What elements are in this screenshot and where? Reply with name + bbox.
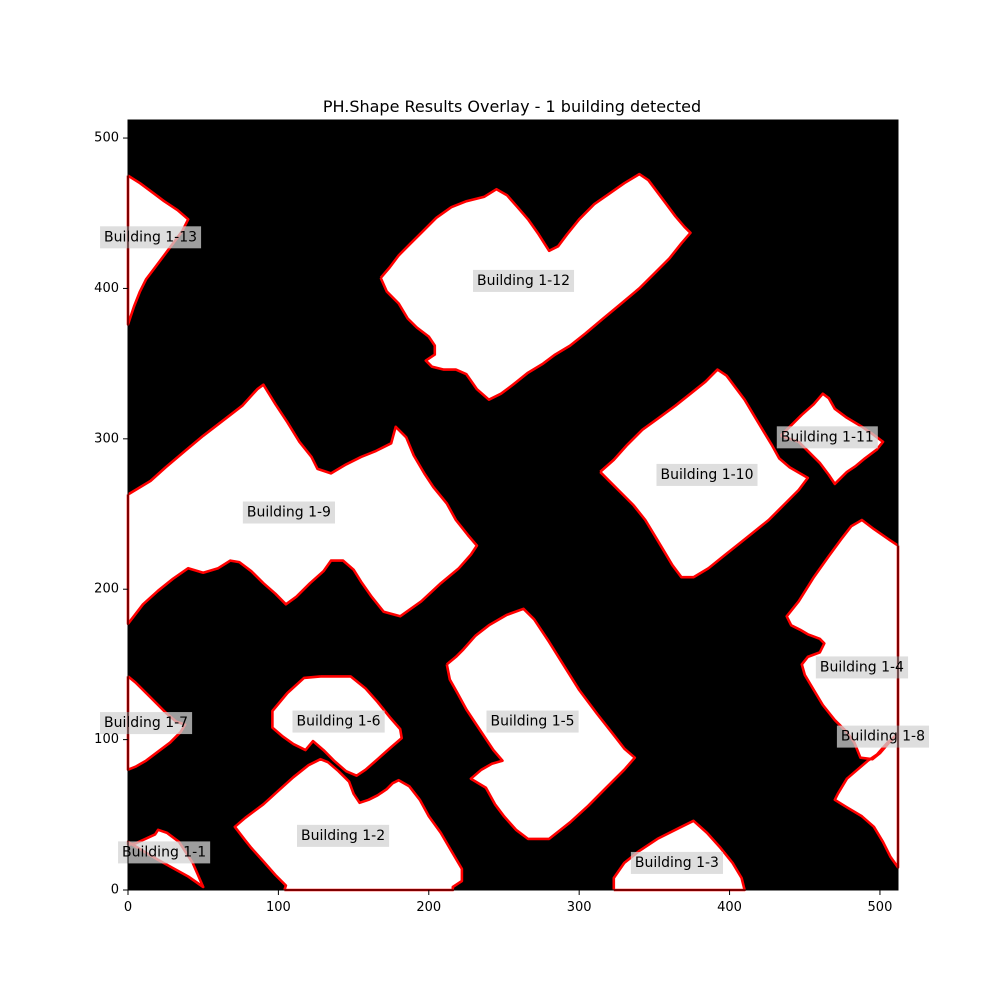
building-labels: Building 1-1 Building 1-2 Building 1-3 Buil…	[99, 226, 930, 874]
building-1-13-fill	[128, 175, 189, 325]
y-axis: 0 100 200 300 400 500	[94, 131, 128, 898]
building-1-5-outline	[445, 607, 637, 841]
building-1-12-label-group: Building 1-12	[473, 269, 575, 292]
building-1-13-label-box	[100, 226, 202, 249]
building-1-6-outline	[271, 675, 404, 778]
x-tick-label: 400	[717, 900, 742, 915]
building-outlines	[126, 172, 900, 892]
building-1-8-outline	[833, 732, 900, 869]
building-1-10-outline	[599, 368, 810, 579]
building-1-1-label: Building 1-1	[122, 844, 206, 860]
x-tick-label: 300	[567, 900, 592, 915]
building-1-5-label-group: Building 1-5	[486, 710, 579, 733]
building-1-3-label-box	[630, 851, 723, 874]
building-1-4-label: Building 1-4	[820, 659, 904, 675]
building-1-11-label-box	[776, 426, 878, 449]
building-1-6-label: Building 1-6	[296, 714, 380, 730]
building-1-1-label-group: Building 1-1	[118, 841, 211, 864]
building-1-7-label-box	[99, 712, 193, 735]
building-1-8-label-group: Building 1-8	[836, 725, 930, 748]
building-1-7-label-group: Building 1-7	[99, 712, 193, 735]
building-1-3-outline	[612, 819, 746, 892]
building-1-9-label: Building 1-9	[247, 505, 331, 521]
building-1-9-outline	[126, 383, 479, 626]
building-1-3-label: Building 1-3	[635, 855, 719, 871]
x-tick-label: 500	[868, 900, 893, 915]
y-tick-label: 300	[94, 431, 119, 446]
x-axis: 0 100 200 300 400 500	[124, 890, 893, 915]
building-1-6-label-group: Building 1-6	[292, 710, 385, 733]
building-1-11-label: Building 1-11	[781, 429, 874, 445]
y-tick-label: 200	[94, 582, 119, 597]
building-1-4-fill	[786, 520, 898, 760]
building-1-2-fill	[234, 759, 462, 890]
building-1-11-label-group: Building 1-11	[776, 426, 878, 449]
building-1-2-label-box	[297, 824, 390, 847]
building-1-13-label: Building 1-13	[104, 229, 197, 245]
building-1-10-label-group: Building 1-10	[656, 463, 758, 486]
x-tick-label: 200	[416, 900, 441, 915]
building-1-8-label: Building 1-8	[841, 729, 925, 745]
building-1-12-label: Building 1-12	[477, 273, 570, 289]
building-1-12-outline	[379, 172, 692, 402]
building-1-9-label-group: Building 1-9	[242, 501, 335, 524]
building-1-2-label-group: Building 1-2	[297, 824, 390, 847]
building-1-4-label-group: Building 1-4	[815, 656, 909, 679]
building-1-2-outline	[233, 757, 464, 892]
y-tick-label: 0	[111, 883, 119, 898]
building-1-3-label-group: Building 1-3	[630, 851, 723, 874]
building-1-2-label: Building 1-2	[301, 828, 385, 844]
building-1-5-label: Building 1-5	[490, 714, 574, 730]
y-tick-label: 400	[94, 281, 119, 296]
chart-title: PH.Shape Results Overlay - 1 building de…	[323, 97, 701, 116]
building-1-8-label-box	[836, 725, 930, 748]
building-1-7-label: Building 1-7	[104, 715, 188, 731]
x-tick-label: 0	[124, 900, 132, 915]
building-1-4-outline	[785, 518, 900, 761]
y-tick-label: 500	[94, 131, 119, 146]
building-1-13-label-group: Building 1-13	[100, 226, 202, 249]
building-1-9-label-box	[242, 501, 335, 524]
building-1-12-label-box	[473, 269, 575, 292]
building-1-10-label: Building 1-10	[660, 467, 753, 483]
y-tick-label: 100	[94, 732, 119, 747]
building-1-6-label-box	[292, 710, 385, 733]
plot-frame	[127, 119, 899, 891]
building-1-8-fill	[834, 733, 898, 868]
x-tick-label: 100	[266, 900, 291, 915]
building-1-1-label-box	[118, 841, 211, 864]
building-1-5-label-box	[486, 710, 579, 733]
building-1-11-outline	[779, 392, 885, 486]
building-1-4-label-box	[815, 656, 909, 679]
building-1-10-label-box	[656, 463, 758, 486]
